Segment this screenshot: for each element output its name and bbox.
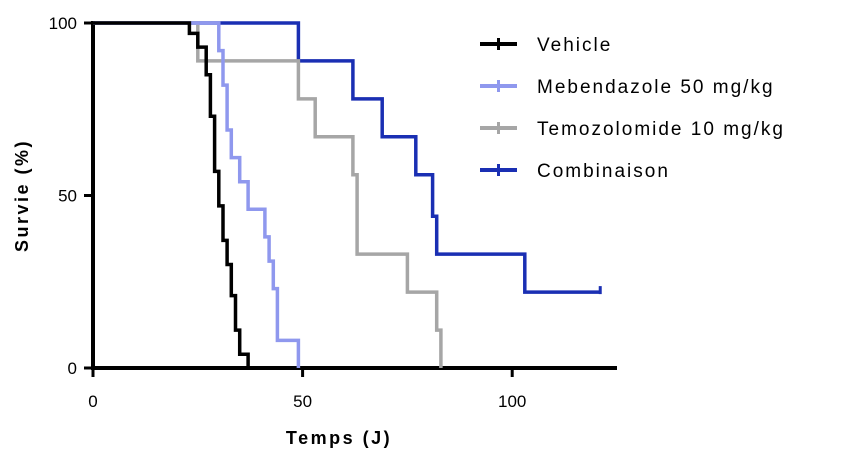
- series-line-combinaison: [93, 21, 601, 294]
- legend: Vehicle Mebendazole 50 mg/kg Temozolomide …: [480, 35, 785, 182]
- axes: 0 50 100 0 50 100: [49, 14, 617, 411]
- legend-label: Temozolomide 10 mg/kg: [537, 119, 785, 140]
- legend-label: Combinaison: [537, 161, 670, 182]
- y-tick-label: 0: [68, 359, 77, 378]
- legend-label: Vehicle: [537, 35, 612, 56]
- x-tick-label: 50: [293, 392, 312, 411]
- series-line-vehicle: [93, 21, 250, 368]
- y-tick-label: 100: [49, 14, 77, 33]
- series-layer: [93, 21, 602, 368]
- y-ticks: 0 50 100: [49, 14, 93, 378]
- series-line-mebendazole-50-mg-kg: [93, 21, 301, 368]
- y-tick-label: 50: [58, 187, 77, 206]
- legend-label: Mebendazole 50 mg/kg: [537, 77, 775, 98]
- series-line-temozolomide-10-mg-kg: [93, 21, 443, 368]
- x-tick-label: 0: [88, 392, 97, 411]
- y-axis-title: Survie (%): [12, 139, 32, 252]
- x-axis-title: Temps (J): [286, 428, 392, 448]
- x-tick-label: 100: [498, 392, 526, 411]
- x-ticks: 0 50 100: [88, 368, 526, 411]
